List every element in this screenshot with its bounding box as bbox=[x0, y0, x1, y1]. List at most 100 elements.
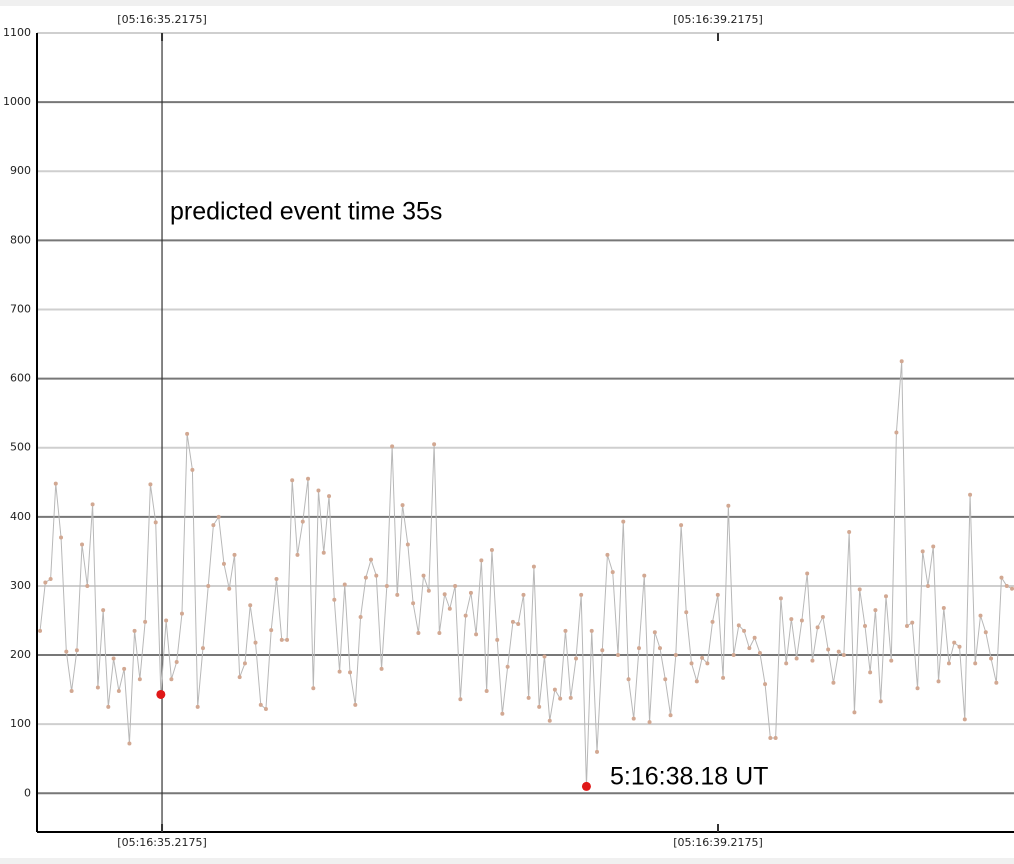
data-point bbox=[600, 648, 605, 653]
data-point bbox=[405, 542, 410, 547]
y-tick-label: 100 bbox=[10, 717, 31, 730]
y-tick-label: 1100 bbox=[3, 26, 31, 39]
data-point bbox=[390, 444, 395, 449]
data-point bbox=[862, 624, 867, 629]
data-point bbox=[726, 503, 731, 508]
data-point bbox=[274, 577, 279, 582]
data-point bbox=[311, 686, 316, 691]
data-point bbox=[379, 666, 384, 671]
data-point bbox=[374, 573, 379, 578]
data-point bbox=[757, 650, 762, 655]
y-tick-label: 400 bbox=[10, 510, 31, 523]
data-point bbox=[747, 646, 752, 651]
data-point bbox=[248, 603, 253, 608]
data-point bbox=[74, 648, 79, 653]
data-point bbox=[642, 573, 647, 578]
data-point bbox=[810, 658, 815, 663]
data-line bbox=[39, 361, 1013, 787]
data-point bbox=[705, 661, 710, 666]
data-point bbox=[736, 623, 741, 628]
data-point bbox=[348, 670, 353, 675]
data-point bbox=[80, 542, 85, 547]
data-point bbox=[789, 617, 794, 622]
data-point bbox=[279, 637, 284, 642]
data-point bbox=[968, 492, 973, 497]
data-point bbox=[148, 482, 153, 487]
data-point bbox=[510, 619, 515, 624]
data-point bbox=[605, 552, 610, 557]
chart-background bbox=[0, 6, 1014, 858]
data-point bbox=[206, 583, 211, 588]
data-point bbox=[610, 570, 615, 575]
data-point bbox=[185, 431, 190, 436]
data-point bbox=[563, 628, 568, 633]
data-point bbox=[721, 675, 726, 680]
data-point bbox=[616, 653, 621, 658]
data-point bbox=[290, 478, 295, 483]
data-point bbox=[920, 549, 925, 554]
data-point bbox=[358, 615, 363, 620]
data-point bbox=[269, 628, 274, 633]
data-point bbox=[253, 640, 258, 645]
data-point bbox=[453, 583, 458, 588]
data-point bbox=[778, 596, 783, 601]
data-point bbox=[952, 640, 957, 645]
data-point bbox=[531, 564, 536, 569]
data-point bbox=[169, 677, 174, 682]
x-tick-label: [05:16:39.2175] bbox=[673, 836, 762, 849]
data-point bbox=[416, 630, 421, 635]
data-point bbox=[589, 628, 594, 633]
highlight-point bbox=[156, 689, 166, 699]
data-point bbox=[442, 592, 447, 597]
data-point bbox=[978, 613, 983, 618]
data-point bbox=[852, 710, 857, 715]
data-point bbox=[489, 548, 494, 552]
y-tick-label: 600 bbox=[10, 372, 31, 385]
data-point bbox=[547, 718, 552, 723]
data-point bbox=[820, 615, 825, 620]
data-point bbox=[48, 577, 53, 582]
plot-area bbox=[38, 33, 1014, 832]
data-point bbox=[742, 628, 747, 633]
data-point bbox=[731, 653, 736, 658]
data-point bbox=[216, 514, 221, 519]
data-point bbox=[931, 544, 936, 549]
data-point bbox=[495, 637, 500, 642]
data-point bbox=[106, 704, 111, 709]
data-point bbox=[122, 666, 127, 671]
data-point bbox=[342, 582, 347, 587]
y-tick-label: 300 bbox=[10, 579, 31, 592]
y-tick-label: 200 bbox=[10, 648, 31, 661]
data-point bbox=[426, 588, 431, 593]
data-point bbox=[1010, 586, 1014, 591]
data-point bbox=[400, 503, 405, 508]
data-point bbox=[421, 573, 426, 578]
data-point bbox=[994, 680, 999, 685]
data-point bbox=[132, 628, 137, 633]
data-point bbox=[836, 649, 841, 654]
data-point bbox=[153, 520, 158, 525]
data-point bbox=[90, 502, 95, 507]
data-point bbox=[941, 606, 946, 611]
data-point bbox=[537, 704, 542, 709]
data-point bbox=[143, 619, 148, 624]
data-point bbox=[363, 575, 368, 580]
data-point bbox=[174, 659, 179, 664]
data-point bbox=[411, 601, 416, 606]
highlight-point bbox=[581, 781, 591, 791]
data-point bbox=[516, 621, 521, 626]
data-point bbox=[910, 620, 915, 625]
data-point bbox=[799, 618, 804, 623]
data-point bbox=[306, 476, 311, 481]
data-point bbox=[432, 442, 437, 447]
data-point bbox=[684, 610, 689, 615]
data-point bbox=[164, 618, 169, 623]
data-point bbox=[137, 677, 142, 682]
data-point bbox=[263, 706, 268, 711]
annotation: 5:16:38.18 UT bbox=[610, 763, 768, 791]
data-point bbox=[237, 675, 242, 680]
annotation: predicted event time 35s bbox=[170, 198, 442, 226]
data-point bbox=[484, 689, 489, 693]
